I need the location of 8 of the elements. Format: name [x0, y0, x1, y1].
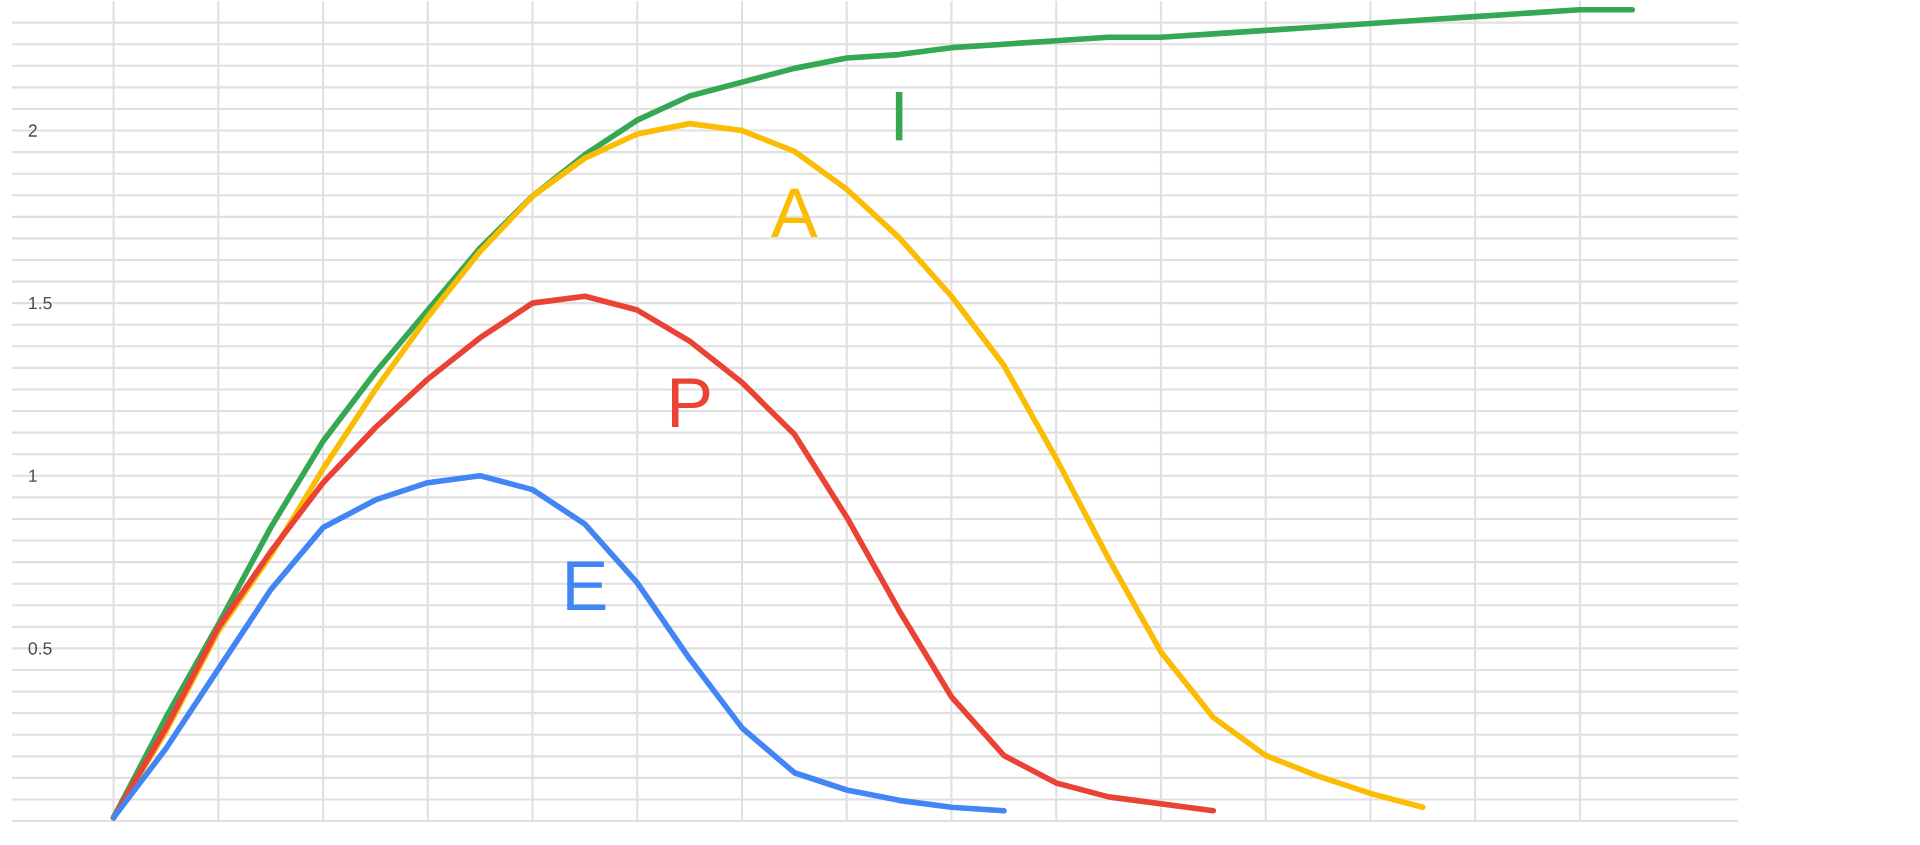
series-label: P: [671, 378, 710, 427]
series-label: E: [567, 561, 606, 610]
y-tick-label: 1: [29, 469, 37, 482]
y-tick-label: 0.5: [28, 642, 52, 655]
y-tick-label: 2: [28, 124, 37, 137]
series-label: A: [771, 188, 818, 237]
y-tick-label: 1.5: [29, 296, 52, 310]
series-label: I: [895, 91, 903, 141]
